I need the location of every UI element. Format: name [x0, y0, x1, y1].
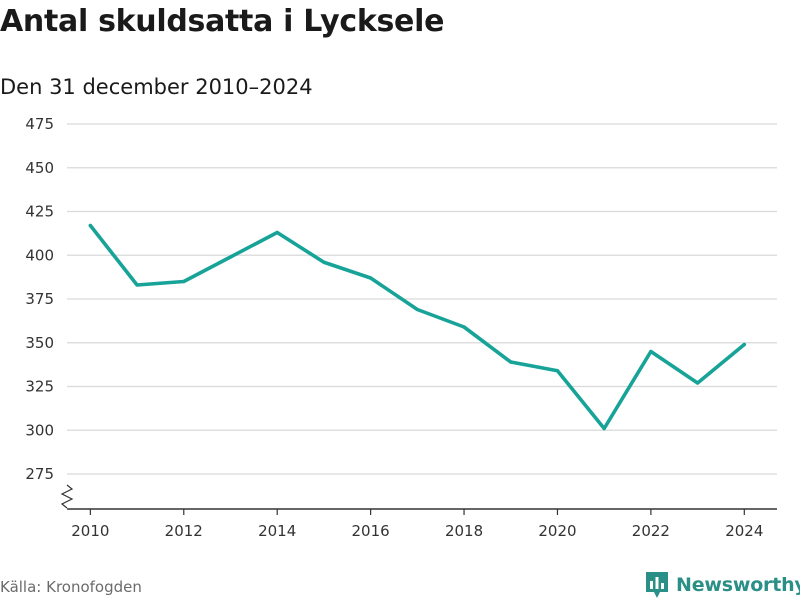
- y-axis-break-icon: [62, 485, 72, 508]
- newsworthy-logo-icon: [644, 570, 670, 600]
- x-tick-label: 2012: [165, 522, 203, 540]
- data-point: [182, 280, 185, 283]
- y-tick-label: 425: [25, 203, 54, 221]
- x-tick-label: 2020: [538, 522, 576, 540]
- y-axis-tick-labels: 275 300 325 350 375 400 425 450 475: [25, 115, 54, 483]
- x-tick-label: 2010: [71, 522, 109, 540]
- data-point: [322, 261, 325, 264]
- x-tick-label: 2018: [445, 522, 483, 540]
- data-point: [509, 360, 512, 363]
- data-point: [743, 343, 746, 346]
- data-point: [603, 427, 606, 430]
- data-point: [416, 308, 419, 311]
- line-chart: 275 300 325 350 375 400 425 450 475 2010 2012 2014…: [0, 0, 800, 560]
- data-point: [369, 276, 372, 279]
- y-tick-label: 450: [25, 159, 54, 177]
- series-line: [90, 226, 744, 429]
- x-tick-label: 2014: [258, 522, 296, 540]
- data-point: [696, 381, 699, 384]
- data-point: [89, 224, 92, 227]
- x-axis: [62, 485, 777, 515]
- data-point: [462, 325, 465, 328]
- data-point: [276, 231, 279, 234]
- gridlines: [67, 124, 777, 474]
- brand-logo[interactable]: Newsworthy: [644, 570, 800, 600]
- y-tick-label: 350: [25, 334, 54, 352]
- brand-name: Newsworthy: [676, 574, 800, 596]
- y-tick-label: 325: [25, 378, 54, 396]
- data-point: [556, 369, 559, 372]
- source-note: Källa: Kronofogden: [0, 578, 142, 596]
- y-tick-label: 375: [25, 290, 54, 308]
- data-point: [649, 350, 652, 353]
- x-tick-label: 2024: [725, 522, 763, 540]
- x-tick-label: 2022: [632, 522, 670, 540]
- x-tick-label: 2016: [352, 522, 390, 540]
- y-tick-label: 400: [25, 246, 54, 264]
- x-axis-tick-labels: 2010 2012 2014 2016 2018 2020 2022 2024: [71, 522, 763, 540]
- data-point: [229, 255, 232, 258]
- y-tick-label: 300: [25, 421, 54, 439]
- y-tick-label: 475: [25, 115, 54, 133]
- y-tick-label: 275: [25, 465, 54, 483]
- data-point: [135, 283, 138, 286]
